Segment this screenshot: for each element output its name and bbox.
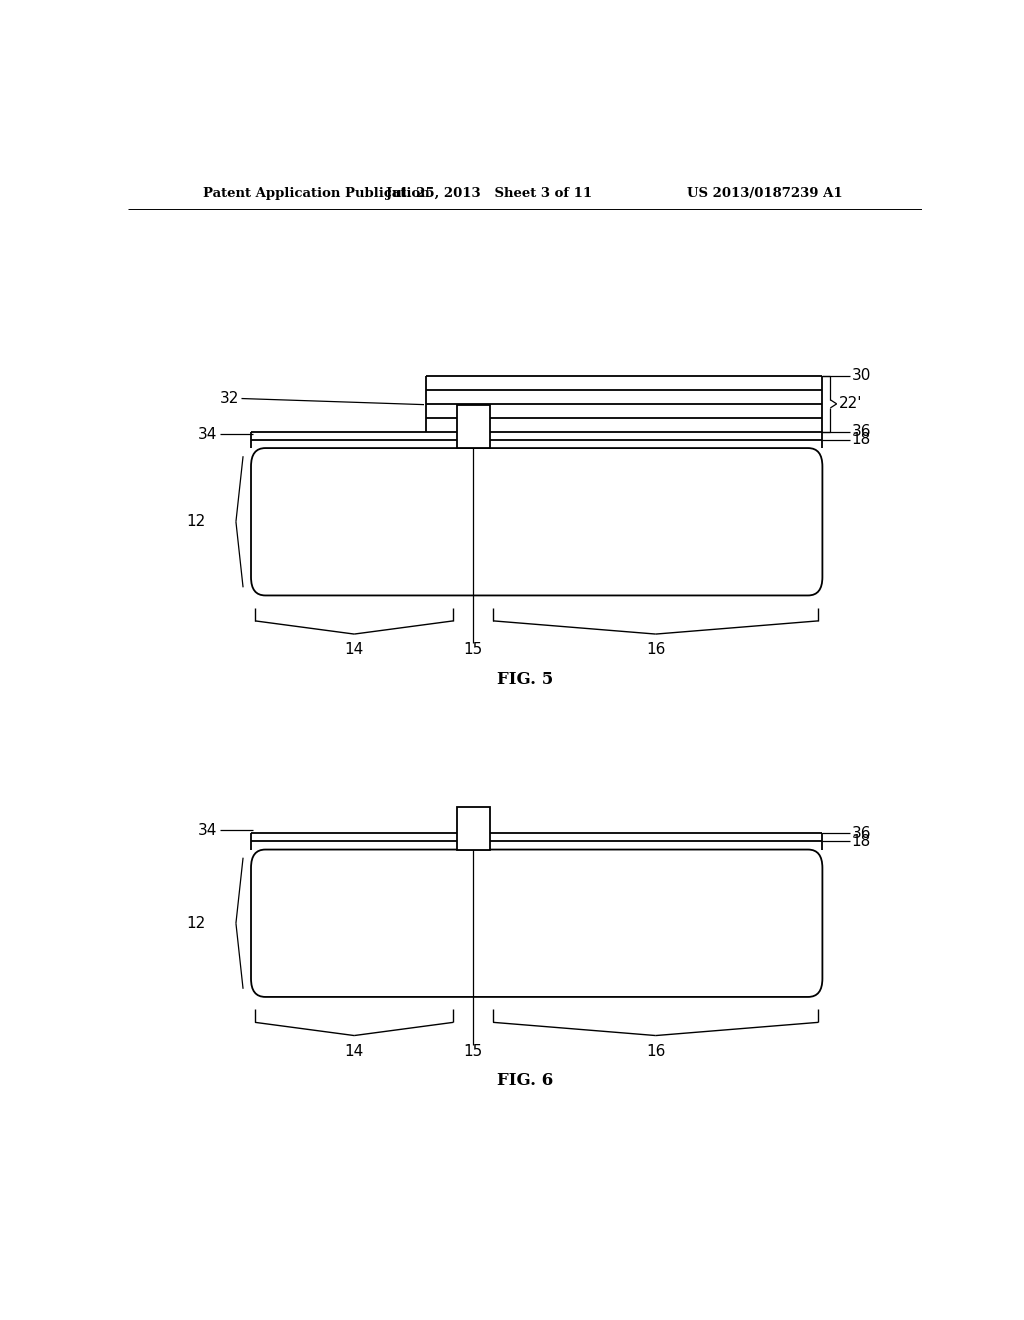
Text: 16: 16 [646, 643, 666, 657]
Text: 34: 34 [199, 822, 218, 838]
Bar [457, 807, 489, 850]
Text: US 2013/0187239 A1: US 2013/0187239 A1 [687, 187, 842, 201]
Text: 18: 18 [852, 433, 871, 447]
FancyBboxPatch shape [251, 447, 822, 595]
Text: 32: 32 [220, 391, 240, 407]
Bar [457, 405, 489, 447]
Text: 30: 30 [852, 368, 871, 383]
FancyBboxPatch shape [251, 850, 822, 997]
Text: 15: 15 [464, 643, 483, 657]
Text: 12: 12 [186, 916, 206, 931]
Text: 34: 34 [199, 426, 218, 442]
Text: 14: 14 [344, 1044, 364, 1059]
Text: 36: 36 [852, 424, 871, 440]
Text: 16: 16 [646, 1044, 666, 1059]
Text: Patent Application Publication: Patent Application Publication [204, 187, 430, 201]
Text: 22': 22' [839, 396, 862, 412]
Text: 14: 14 [344, 643, 364, 657]
Text: Jul. 25, 2013   Sheet 3 of 11: Jul. 25, 2013 Sheet 3 of 11 [386, 187, 592, 201]
Text: 15: 15 [464, 1044, 483, 1059]
Text: 36: 36 [852, 826, 871, 841]
Text: 18: 18 [852, 834, 871, 849]
Text: FIG. 5: FIG. 5 [497, 671, 553, 688]
Text: 12: 12 [186, 515, 206, 529]
Text: FIG. 6: FIG. 6 [497, 1072, 553, 1089]
